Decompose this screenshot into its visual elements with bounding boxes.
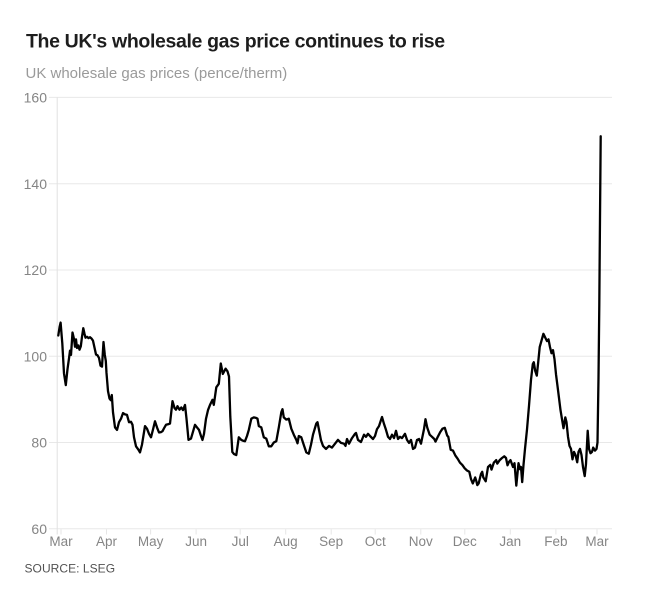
svg-text:The UK's wholesale gas price c: The UK's wholesale gas price continues t… xyxy=(26,31,445,53)
svg-text:Sep: Sep xyxy=(319,534,343,549)
svg-text:UK wholesale gas prices (pence: UK wholesale gas prices (pence/therm) xyxy=(26,65,288,82)
svg-text:Mar: Mar xyxy=(49,534,73,549)
svg-text:80: 80 xyxy=(31,435,47,451)
svg-text:Jun: Jun xyxy=(185,534,207,549)
svg-text:Aug: Aug xyxy=(274,534,298,549)
svg-text:Jan: Jan xyxy=(499,534,521,549)
svg-text:Mar: Mar xyxy=(585,534,609,549)
svg-text:60: 60 xyxy=(31,521,47,537)
svg-text:100: 100 xyxy=(24,348,48,364)
svg-text:160: 160 xyxy=(24,90,48,106)
svg-text:Jul: Jul xyxy=(232,534,249,549)
svg-text:120: 120 xyxy=(24,262,48,278)
svg-text:140: 140 xyxy=(24,176,48,192)
svg-text:May: May xyxy=(138,534,164,549)
svg-text:Oct: Oct xyxy=(365,534,386,549)
svg-text:Dec: Dec xyxy=(453,534,477,549)
svg-text:SOURCE: LSEG: SOURCE: LSEG xyxy=(25,562,116,576)
svg-text:Feb: Feb xyxy=(544,534,567,549)
svg-text:Apr: Apr xyxy=(96,534,118,549)
svg-text:Nov: Nov xyxy=(409,534,433,549)
